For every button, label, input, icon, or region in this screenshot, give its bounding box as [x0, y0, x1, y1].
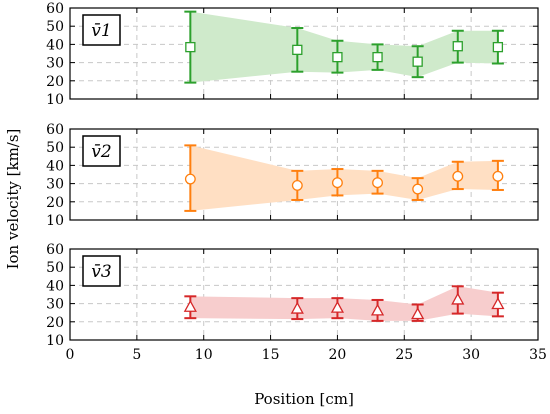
series-label: v̄3	[91, 262, 111, 282]
y-tick-label: 50	[46, 140, 64, 156]
x-tick-label: 25	[395, 347, 413, 363]
plot-frame	[69, 128, 539, 221]
x-tick-label: 30	[462, 347, 480, 363]
data-point-square	[292, 44, 303, 56]
data-point-square	[412, 56, 423, 67]
data-point-triangle	[290, 301, 304, 314]
y-tick-label: 20	[46, 195, 64, 211]
data-point-circle	[184, 173, 196, 185]
error-band	[190, 286, 498, 321]
data-point-circle	[372, 177, 383, 189]
data-point-triangle	[451, 292, 465, 305]
y-tick-label: 50	[46, 260, 64, 276]
plot-frame	[69, 248, 539, 341]
data-point-circle	[412, 183, 424, 195]
error-band	[190, 145, 498, 211]
y-tick-label: 30	[46, 177, 64, 193]
y-tick-label: 60	[46, 242, 64, 258]
series-label: v̄2	[91, 142, 111, 162]
y-tick-label: 30	[46, 297, 64, 313]
panel-2: v̄2 10 20 30 40 50 60	[46, 122, 539, 229]
y-tick-label: 30	[46, 56, 64, 72]
y-tick-label: 50	[46, 19, 64, 35]
x-tick-label: 15	[262, 347, 280, 363]
y-tick-label: 10	[46, 92, 64, 108]
data-point-circle	[452, 170, 464, 182]
x-tick-label: 0	[66, 347, 75, 363]
y-tick-label: 20	[46, 74, 64, 90]
series-label-box	[82, 135, 121, 167]
y-tick-label: 60	[46, 122, 64, 138]
data-point-triangle	[411, 307, 425, 320]
y-axis-label: Ion velocity [km/s]	[4, 129, 22, 270]
y-tick-label: 20	[46, 315, 64, 331]
data-point-square	[185, 41, 196, 53]
y-tick-label: 60	[46, 1, 64, 17]
data-point-square	[372, 51, 383, 63]
plot-frame	[69, 7, 539, 100]
panel-3: v̄3 10 20 30 40 50 60 0 5 10 15 20 25 30 35	[46, 242, 547, 363]
y-tick-label: 40	[46, 278, 64, 294]
data-point-triangle	[370, 303, 385, 316]
x-tick-label: 35	[529, 347, 547, 363]
error-band	[190, 11, 498, 83]
data-point-triangle	[491, 297, 505, 310]
data-point-square	[452, 41, 463, 52]
data-point-triangle	[330, 300, 345, 313]
y-tick-label: 10	[46, 333, 64, 349]
x-tick-label: 10	[195, 347, 213, 363]
data-point-square	[492, 41, 504, 53]
series-label-box	[82, 255, 121, 287]
y-tick-label: 40	[46, 37, 64, 53]
data-point-circle	[331, 177, 343, 189]
y-tick-label: 10	[46, 213, 64, 229]
data-point-circle	[291, 179, 303, 191]
data-point-circle	[492, 170, 504, 182]
data-point-triangle	[183, 299, 197, 312]
series-label-box	[82, 14, 121, 46]
x-axis-label: Position [cm]	[254, 390, 354, 408]
data-point-square	[332, 51, 343, 63]
panel-1: v̄1 10 20 30 40 50 60	[46, 1, 539, 108]
y-tick-label: 40	[46, 158, 64, 174]
series-label: v̄1	[91, 21, 111, 41]
x-tick-label: 20	[329, 347, 347, 363]
x-tick-label: 5	[132, 347, 141, 363]
